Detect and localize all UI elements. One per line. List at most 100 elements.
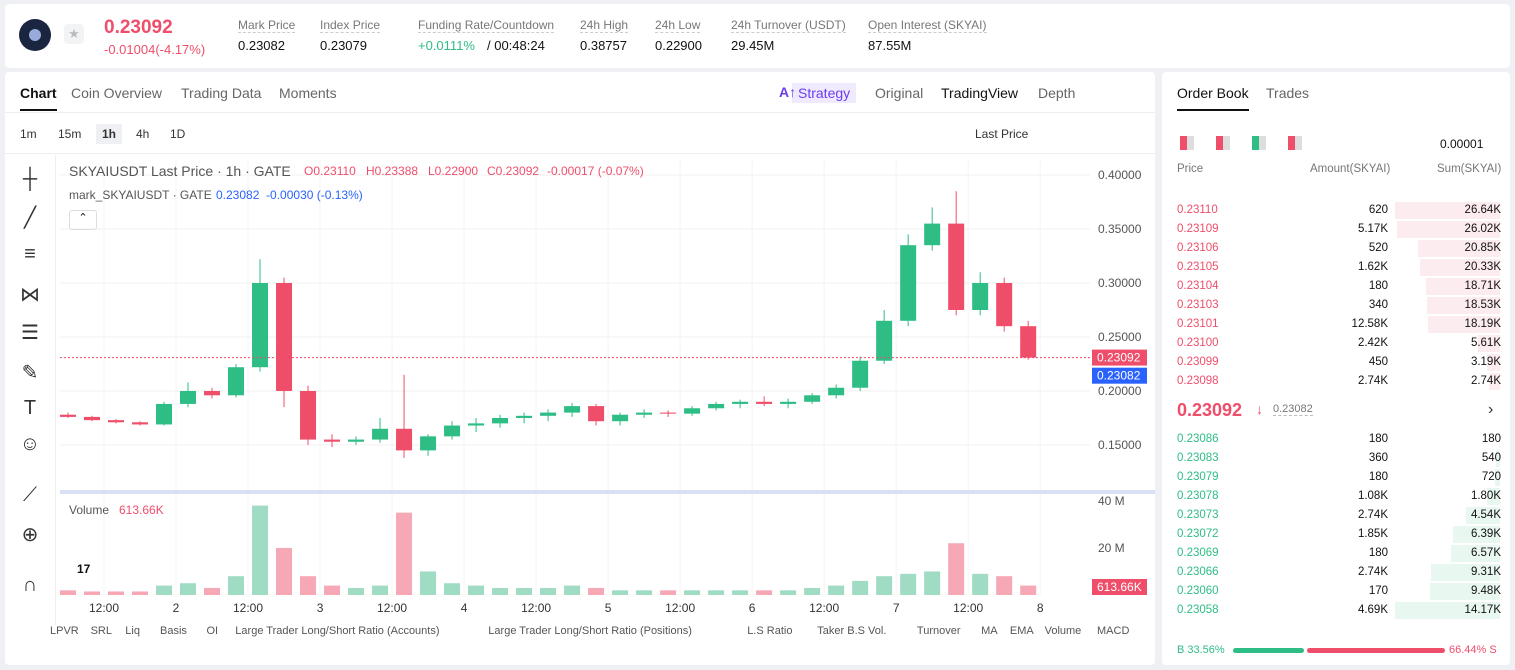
candle-body [396, 428, 413, 451]
tool-icon[interactable]: ✎ [21, 362, 39, 384]
ob-sum: 18.19K [1464, 318, 1501, 330]
layout-icon[interactable] [1252, 136, 1266, 150]
divider [55, 155, 56, 625]
indicator[interactable]: Large Trader Long/Short Ratio (Positions… [488, 625, 692, 637]
indicator[interactable]: MA [981, 625, 998, 637]
view-tab[interactable]: Strategy [792, 83, 857, 103]
ob-mid-mark: 0.23082 [1273, 403, 1313, 416]
interval[interactable]: 1m [20, 127, 37, 141]
view-tab[interactable]: Depth [1038, 85, 1076, 101]
x-tick-label: 8 [1037, 601, 1044, 615]
layout-icon[interactable] [1180, 136, 1194, 150]
candle-body [924, 223, 941, 246]
price-tag [1092, 349, 1147, 366]
volume-bar [540, 587, 557, 595]
indicator[interactable]: OI [206, 625, 219, 637]
candle-body [324, 439, 341, 442]
indicator[interactable]: Turnover [916, 625, 961, 637]
tv-logo: 17 [77, 562, 91, 576]
tool-icon[interactable]: ≡ [24, 243, 36, 265]
indicator[interactable]: EMA [1009, 625, 1034, 637]
interval[interactable]: 15m [58, 127, 82, 141]
stat-label: Funding Rate/Countdown [418, 18, 555, 33]
x-tick-label: 12:00 [665, 601, 695, 615]
tab[interactable]: Chart [20, 85, 57, 111]
indicator[interactable]: Volume [1044, 625, 1082, 637]
ob-tab[interactable]: Trades [1266, 85, 1310, 101]
favorite[interactable]: ★ [64, 24, 84, 44]
tool-icon[interactable]: ∩ [22, 574, 38, 596]
ob-sum: 14.17K [1464, 604, 1501, 616]
volume-bar [948, 543, 965, 595]
price-type[interactable]: Last Price [975, 127, 1029, 141]
depth-bar [1429, 583, 1500, 600]
ratio-buy-bar [1233, 648, 1305, 653]
volume-bar [276, 547, 293, 595]
ob-sum: 18.71K [1464, 280, 1501, 292]
tab[interactable]: Coin Overview [71, 85, 163, 101]
volume-tag-label: 613.66K [1097, 580, 1142, 594]
legend-mark-values: 0.23082 -0.00030 (-0.13%) [216, 188, 363, 202]
volume-bar [1020, 585, 1037, 595]
y-tick-label: 0.15000 [1098, 438, 1142, 452]
tab[interactable]: Trading Data [181, 85, 262, 101]
candle-body [636, 412, 653, 415]
stat-value: +0.0111% [418, 38, 475, 53]
ob-sum: 20.85K [1464, 242, 1501, 254]
candle-body [59, 414, 76, 417]
candle-body [996, 282, 1013, 327]
header [5, 4, 1510, 68]
indicator[interactable]: Liq [125, 625, 140, 637]
y-tick-label: 0.40000 [1098, 168, 1142, 182]
view-tab[interactable]: Original [875, 85, 924, 101]
layout-icon[interactable] [1216, 136, 1230, 150]
depth-bar [1487, 354, 1500, 371]
ob-amount: 2.74K [1357, 375, 1388, 387]
ob-amount: 180 [1368, 547, 1388, 559]
indicator[interactable]: Taker B.S Vol. [817, 625, 887, 637]
indicator[interactable]: MACD [1097, 625, 1130, 637]
ratio-sell-bar [1307, 648, 1445, 653]
tool-icon[interactable]: ☰ [21, 322, 39, 344]
depth-bar [1419, 259, 1500, 276]
ob-tab[interactable]: Order Book [1177, 85, 1249, 111]
ob-price: 0.23058 [1177, 604, 1219, 616]
interval[interactable]: 1D [170, 127, 186, 141]
tool-icon[interactable]: ⋈ [20, 284, 40, 306]
ob-amount: 2.74K [1357, 509, 1388, 521]
collapse[interactable]: ⌃ [69, 210, 97, 230]
stat-value: 0.38757 [580, 38, 627, 53]
ob-sum: 26.64K [1464, 204, 1501, 216]
tool-icon[interactable]: ╱ [23, 207, 37, 229]
depth-bar [1426, 297, 1500, 314]
indicator[interactable]: LPVR [50, 625, 79, 637]
indicator[interactable]: Large Trader Long/Short Ratio (Accounts) [235, 625, 440, 637]
y-tick-label: 0.35000 [1098, 222, 1142, 236]
ob-sum: 720 [1481, 471, 1501, 483]
price-tag-label: 0.23082 [1097, 369, 1141, 383]
view-tab[interactable]: TradingView [941, 85, 1019, 101]
indicator[interactable]: Basis [160, 625, 187, 637]
volume-bar [684, 590, 701, 595]
buy-ratio: B 33.56% [1177, 644, 1225, 656]
volume-bar [252, 505, 269, 595]
ob-expand[interactable]: › [1488, 401, 1494, 418]
indicator[interactable]: SRL [90, 625, 112, 637]
candle-body [972, 282, 989, 310]
layout-icon[interactable] [1288, 136, 1302, 150]
interval[interactable]: 1h [96, 124, 123, 144]
tool-icon[interactable]: ⟋ [23, 484, 37, 506]
tab[interactable]: Moments [279, 85, 337, 101]
tool-icon[interactable]: T [23, 397, 37, 419]
candle-body [564, 406, 581, 413]
precision[interactable]: 0.00001 [1440, 137, 1484, 151]
ob-price: 0.23060 [1177, 585, 1219, 597]
interval[interactable]: 4h [136, 127, 150, 141]
indicator[interactable]: L.S Ratio [747, 625, 793, 637]
volume-bar [612, 590, 629, 595]
tool-icon[interactable]: ⊕ [21, 524, 39, 546]
tool-icon[interactable]: ┼ [22, 168, 38, 190]
ob-price: 0.23109 [1177, 223, 1219, 235]
tool-icon[interactable]: ☺ [19, 433, 41, 455]
